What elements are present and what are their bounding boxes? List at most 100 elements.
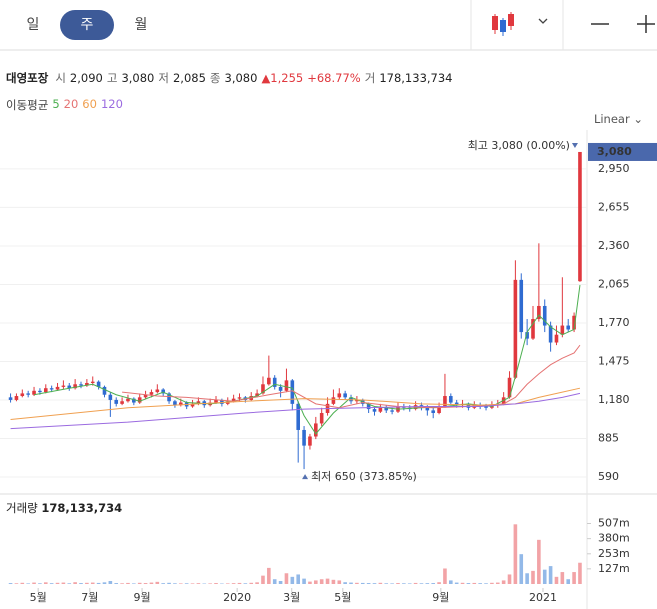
candle-body — [173, 401, 177, 406]
candle-body — [542, 305, 547, 326]
candle-body — [137, 397, 142, 403]
volume-bar — [384, 583, 389, 584]
candle-body — [126, 398, 130, 402]
volume-header: 거래량 178,133,734 — [6, 500, 122, 516]
x-tick-label: 2021 — [529, 591, 557, 604]
quote-header: 대영포장 시 2,090 고 3,080 저 2,085 종 3,080 ▲1,255 … — [6, 70, 453, 86]
candle-body — [548, 325, 553, 343]
volume-bar — [8, 583, 13, 584]
volume-bar — [331, 579, 336, 584]
volume-tick-label: 380m — [598, 532, 630, 545]
tab[interactable]: 주 — [60, 10, 114, 40]
candle-body — [20, 393, 25, 397]
stock-name: 대영포장 — [6, 71, 49, 85]
volume-bar — [407, 583, 412, 584]
volume-bar — [343, 582, 347, 584]
volume-bar — [49, 583, 54, 584]
field-label: 고 — [106, 71, 118, 85]
last-price-label: 3,080 — [597, 145, 632, 158]
candle-body — [308, 436, 312, 446]
candle-body — [85, 382, 89, 386]
candle-body — [237, 397, 242, 399]
volume-bar — [349, 582, 353, 584]
volume-bar — [325, 578, 330, 584]
volume-bar — [79, 583, 83, 584]
volume-bar — [319, 579, 324, 584]
volume-bar — [231, 583, 236, 584]
volume-bar — [443, 568, 447, 584]
volume-bar — [507, 574, 512, 584]
volume-bar — [454, 582, 459, 584]
volume-bar — [114, 583, 119, 584]
candle-body — [296, 403, 300, 430]
ma-line — [10, 392, 581, 430]
candle-body — [161, 389, 165, 394]
high-annotation: 최고 3,080 (0.00%) — [468, 139, 570, 152]
ma-label: 이동평균 — [6, 98, 49, 112]
candle-body — [231, 398, 236, 402]
candle-body — [384, 407, 389, 411]
volume-bar — [126, 582, 130, 584]
candle-body — [337, 393, 342, 398]
volume-bar — [90, 582, 95, 584]
volume-bar — [61, 582, 66, 584]
scale-mode[interactable]: Linear ⌄ — [593, 112, 643, 126]
candle-body — [49, 388, 54, 390]
volume-bar — [542, 569, 547, 584]
volume-bar — [537, 539, 541, 584]
candle-body — [484, 406, 488, 408]
dropdown-chevron[interactable] — [538, 18, 548, 24]
volume-bar — [302, 578, 306, 584]
volume-bar — [390, 583, 394, 584]
volume-bar — [366, 583, 371, 584]
candle-body — [149, 392, 154, 395]
candle-body — [255, 393, 259, 397]
volume-bar — [190, 583, 195, 584]
x-tick-label: 2020 — [223, 591, 251, 604]
volume-bar — [360, 582, 365, 584]
y-tick-label: 2,360 — [598, 239, 630, 252]
candle-body — [120, 401, 124, 404]
volume-bar — [396, 583, 400, 584]
candle-body — [196, 401, 201, 404]
volume-bar — [20, 582, 25, 584]
tab[interactable]: 일 — [26, 17, 40, 33]
legend-entry: 120 — [100, 97, 123, 111]
volume-bar — [208, 583, 212, 584]
tab[interactable]: 월 — [134, 17, 148, 33]
volume-tick-label: 507m — [598, 516, 630, 529]
legend-entry: 20 — [63, 97, 79, 111]
volume-bar — [196, 583, 201, 584]
last-price-tag — [588, 142, 657, 161]
y-tick-label: 1,475 — [598, 354, 630, 367]
high-marker — [571, 142, 578, 148]
zoom-in[interactable] — [637, 15, 655, 33]
candle-body — [537, 305, 541, 320]
chart-type-icon[interactable] — [492, 12, 514, 36]
ma-line — [10, 387, 581, 421]
volume-bar — [566, 579, 571, 584]
volume-bar — [478, 583, 482, 584]
candle-body — [454, 402, 459, 406]
volume-bar — [173, 583, 177, 584]
candle-body — [466, 403, 471, 408]
x-tick-label: 9월 — [432, 591, 449, 604]
candle-body — [32, 390, 36, 395]
volume-bar — [284, 573, 289, 584]
candle-body — [132, 398, 136, 403]
field-value: 2,090 — [69, 71, 103, 85]
y-tick-label: 1,770 — [598, 316, 630, 329]
candle-body — [425, 407, 430, 411]
volume-bar — [372, 583, 377, 584]
x-tick-label: 5월 — [30, 591, 47, 604]
field-value: 3,080 — [224, 71, 258, 85]
volume-bar — [43, 582, 48, 584]
candle-body — [290, 380, 295, 404]
volume-bar — [437, 582, 441, 584]
volume-bar — [460, 582, 465, 584]
candle-body — [8, 397, 13, 400]
candle-body — [443, 396, 447, 407]
volume-bar — [267, 567, 271, 584]
candle-body — [14, 396, 19, 400]
volume-bar — [38, 583, 42, 584]
